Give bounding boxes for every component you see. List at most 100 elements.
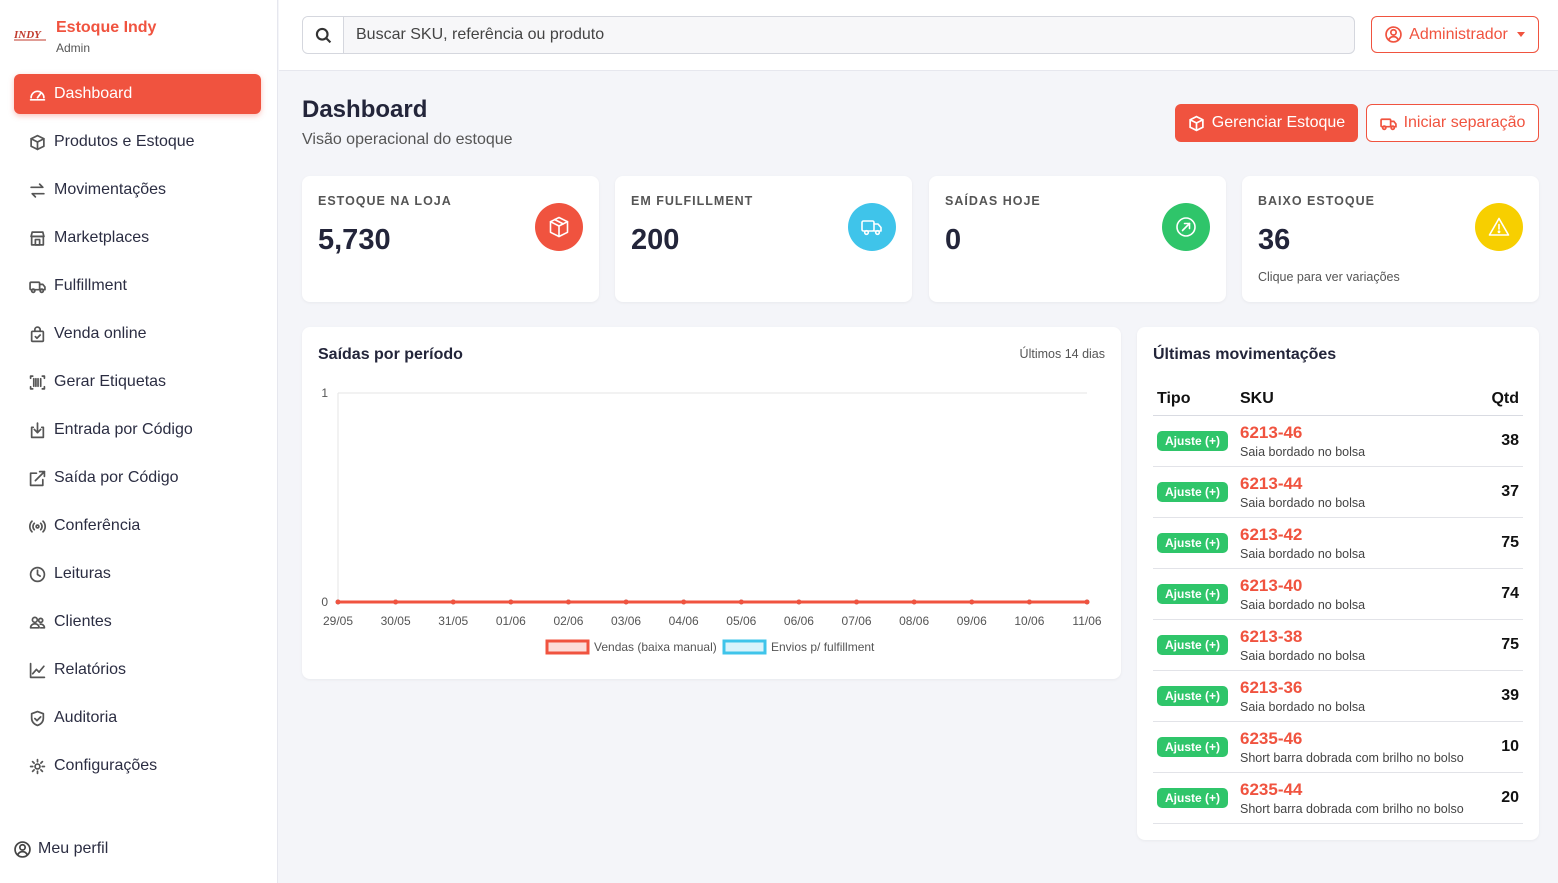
- sidebar-item-auditoria[interactable]: Auditoria: [14, 698, 261, 738]
- sidebar-item-configuracoes[interactable]: Configurações: [14, 746, 261, 786]
- sidebar-item-label: Saída por Código: [54, 469, 179, 486]
- sidebar-item-clientes[interactable]: Clientes: [14, 602, 261, 642]
- table-row[interactable]: Ajuste (+) 6213-44 Saia bordado no bolsa 37: [1153, 467, 1523, 518]
- sidebar-item-fulfillment[interactable]: Fulfillment: [14, 266, 261, 306]
- tipo-cell: Ajuste (+): [1153, 686, 1240, 706]
- status-badge: Ajuste (+): [1157, 482, 1229, 502]
- data-point: [969, 599, 975, 605]
- y-tick-label: 0: [321, 595, 328, 609]
- tipo-cell: Ajuste (+): [1153, 737, 1240, 757]
- sidebar-item-movimentacoes[interactable]: Movimentações: [14, 170, 261, 210]
- movements-title: Últimas movimentações: [1153, 346, 1337, 363]
- sku-description: Saia bordado no bolsa: [1240, 546, 1366, 561]
- sku-link[interactable]: 6213-44: [1240, 473, 1303, 493]
- kpi-label: BAIXO ESTOQUE: [1258, 194, 1375, 208]
- x-tick-label: 06/06: [784, 614, 814, 628]
- bag-icon: [28, 325, 46, 343]
- sidebar-item-relatorios[interactable]: Relatórios: [14, 650, 261, 690]
- sidebar-item-dashboard[interactable]: Dashboard: [14, 74, 261, 114]
- qtd-cell: 20: [1501, 789, 1519, 806]
- sku-link[interactable]: 6213-46: [1240, 422, 1303, 442]
- sidebar-item-marketplaces[interactable]: Marketplaces: [14, 218, 261, 258]
- table-row[interactable]: Ajuste (+) 6213-46 Saia bordado no bolsa 38: [1153, 416, 1523, 467]
- user-menu-button[interactable]: Administrador: [1371, 16, 1539, 53]
- sku-cell: 6213-36 Saia bordado no bolsa: [1240, 678, 1473, 715]
- profile-label: Meu perfil: [38, 840, 109, 857]
- qtd-cell: 37: [1501, 483, 1519, 500]
- sidebar-item-venda-online[interactable]: Venda online: [14, 314, 261, 354]
- sidebar-item-label: Marketplaces: [54, 229, 150, 246]
- table-row[interactable]: Ajuste (+) 6213-38 Saia bordado no bolsa 75: [1153, 620, 1523, 671]
- kpi-value: 36: [1258, 224, 1291, 256]
- table-row[interactable]: Ajuste (+) 6213-36 Saia bordado no bolsa 39: [1153, 671, 1523, 722]
- sku-description: Saia bordado no bolsa: [1240, 444, 1366, 459]
- kpi-label: SAÍDAS HOJE: [945, 194, 1041, 208]
- kpi-value: 5,730: [318, 224, 391, 256]
- status-badge: Ajuste (+): [1157, 686, 1229, 706]
- sku-cell: 6213-46 Saia bordado no bolsa: [1240, 423, 1473, 460]
- table-row[interactable]: Ajuste (+) 6235-44 Short barra dobrada com…: [1153, 773, 1523, 824]
- status-badge: Ajuste (+): [1157, 788, 1229, 808]
- kpi-note[interactable]: Clique para ver variações: [1258, 270, 1400, 284]
- gauge-icon: [28, 85, 46, 103]
- x-tick-label: 07/06: [842, 614, 872, 628]
- data-point: [565, 599, 571, 605]
- search-icon: [315, 27, 331, 43]
- table-row[interactable]: Ajuste (+) 6235-46 Short barra dobrada com…: [1153, 722, 1523, 773]
- manage-stock-button[interactable]: Gerenciar Estoque: [1175, 104, 1358, 142]
- sku-link[interactable]: 6213-38: [1240, 626, 1303, 646]
- svg-text:INDY: INDY: [14, 29, 42, 41]
- header-sku: SKU: [1240, 390, 1274, 407]
- search-button[interactable]: [303, 17, 344, 53]
- kpi-label: EM FULFILLMENT: [631, 194, 754, 208]
- chart-card: Saídas por período Últimos 14 dias 0 1 29/…: [302, 327, 1121, 679]
- data-point: [335, 599, 341, 605]
- qtd-cell: 74: [1501, 585, 1519, 602]
- manage-stock-label: Gerenciar Estoque: [1211, 114, 1346, 131]
- data-point: [681, 599, 687, 605]
- kpi-card-outputs-today[interactable]: SAÍDAS HOJE 0: [929, 176, 1226, 302]
- truck-icon: [1379, 117, 1397, 130]
- table-row[interactable]: Ajuste (+) 6213-42 Saia bordado no bolsa 75: [1153, 518, 1523, 569]
- sku-link[interactable]: 6235-44: [1240, 779, 1303, 799]
- sku-link[interactable]: 6235-46: [1240, 728, 1303, 748]
- start-picking-button[interactable]: Iniciar separação: [1366, 104, 1539, 142]
- legend-swatch: [722, 639, 767, 655]
- sku-link[interactable]: 6213-36: [1240, 677, 1303, 697]
- sidebar-item-entrada-por-codigo[interactable]: Entrada por Código: [14, 410, 261, 450]
- qtd-cell: 38: [1501, 432, 1519, 449]
- broadcast-icon: [28, 517, 46, 535]
- kpi-card-store-stock[interactable]: ESTOQUE NA LOJA 5,730: [302, 176, 599, 302]
- status-badge: Ajuste (+): [1157, 635, 1229, 655]
- truck-icon: [848, 203, 896, 251]
- x-tick-label: 09/06: [957, 614, 987, 628]
- sidebar-item-leituras[interactable]: Leituras: [14, 554, 261, 594]
- qtd-cell: 75: [1501, 534, 1519, 551]
- kpi-card-fulfillment[interactable]: EM FULFILLMENT 200: [615, 176, 912, 302]
- clock-icon: [28, 565, 46, 583]
- profile-link[interactable]: Meu perfil: [14, 840, 108, 858]
- outputs-chart: 0 1 29/05 30/05 31/05 01/06 02/06 03/06 04/06 05/…: [321, 386, 1102, 655]
- x-tick-label: 11/06: [1072, 614, 1101, 628]
- search-input[interactable]: [344, 17, 1354, 53]
- sku-link[interactable]: 6213-40: [1240, 575, 1303, 595]
- y-tick-label: 1: [321, 386, 328, 400]
- table-row[interactable]: Ajuste (+) 6213-40 Saia bordado no bolsa 74: [1153, 569, 1523, 620]
- kpi-card-low-stock[interactable]: BAIXO ESTOQUE 36 Clique para ver variaçõ…: [1242, 176, 1539, 302]
- sidebar-item-label: Venda online: [54, 325, 147, 342]
- graph-icon: [28, 661, 46, 679]
- arrow-up-right-circle-icon: [1162, 203, 1210, 251]
- qtd-cell: 10: [1501, 738, 1519, 755]
- sku-link[interactable]: 6213-42: [1240, 524, 1303, 544]
- brand-role: Admin: [56, 41, 91, 55]
- data-point: [450, 599, 456, 605]
- box-icon: [28, 133, 46, 151]
- sidebar-item-saida-por-codigo[interactable]: Saída por Código: [14, 458, 261, 498]
- sidebar-item-label: Clientes: [54, 613, 112, 630]
- sidebar-item-conferencia[interactable]: Conferência: [14, 506, 261, 546]
- sidebar-item-produtos-e-estoque[interactable]: Produtos e Estoque: [14, 122, 261, 162]
- sidebar-item-gerar-etiquetas[interactable]: Gerar Etiquetas: [14, 362, 261, 402]
- data-point: [738, 599, 744, 605]
- search-bar: [302, 16, 1355, 54]
- brand[interactable]: INDY Estoque Indy Admin: [14, 18, 156, 57]
